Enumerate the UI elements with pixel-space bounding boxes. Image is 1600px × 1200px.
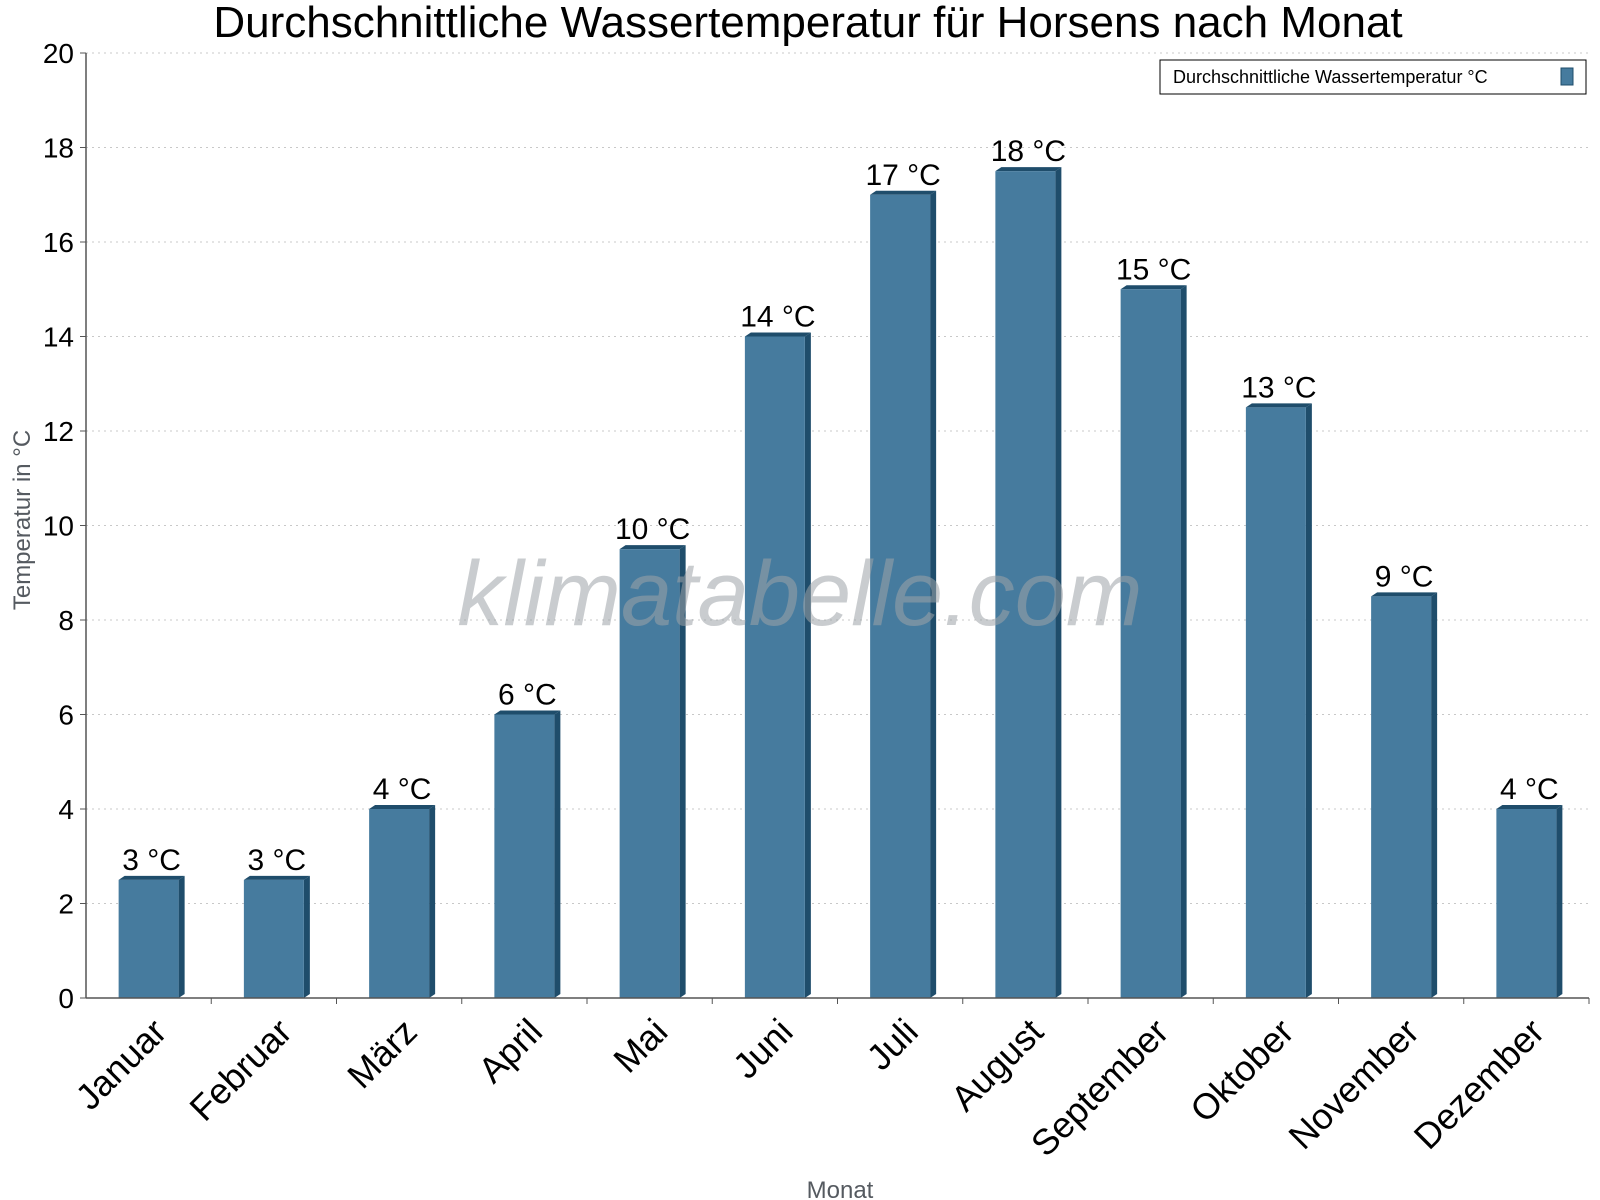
bar-top bbox=[118, 875, 185, 880]
bar-top bbox=[744, 332, 811, 337]
y-tick-label: 16 bbox=[43, 227, 74, 258]
bar bbox=[243, 875, 310, 998]
bar bbox=[744, 332, 811, 998]
legend: Durchschnittliche Wassertemperatur °C bbox=[1159, 59, 1587, 95]
data-label: 13 °C bbox=[1241, 371, 1316, 404]
chart-title: Durchschnittliche Wassertemperatur für H… bbox=[213, 0, 1402, 47]
data-label: 17 °C bbox=[865, 159, 940, 192]
bar-front bbox=[1245, 407, 1306, 998]
data-label: 6 °C bbox=[498, 679, 557, 712]
bar bbox=[494, 710, 561, 998]
bar-front bbox=[243, 879, 304, 998]
bar-top bbox=[494, 710, 561, 715]
bar-side bbox=[178, 875, 185, 998]
bar-front bbox=[1496, 809, 1557, 998]
y-tick-label: 6 bbox=[58, 700, 74, 731]
data-label: 4 °C bbox=[373, 773, 432, 806]
bar-front bbox=[494, 714, 555, 998]
bar-side bbox=[1180, 285, 1187, 998]
y-tick-label: 20 bbox=[43, 38, 74, 69]
y-tick-label: 0 bbox=[58, 983, 74, 1014]
bar bbox=[870, 190, 937, 998]
bar-top bbox=[1496, 805, 1563, 809]
bar-top bbox=[995, 167, 1062, 172]
bar bbox=[118, 875, 185, 998]
gridlines bbox=[86, 52, 1589, 904]
y-tick-label: 18 bbox=[43, 133, 74, 164]
data-label: 3 °C bbox=[122, 844, 181, 877]
axes bbox=[80, 52, 1590, 1004]
bar bbox=[619, 545, 686, 998]
data-label: 18 °C bbox=[991, 135, 1066, 168]
data-labels: 3 °C 3 °C 4 °C 6 °C 10 °C 14 °C 17 °C 18 °C 15 °… bbox=[122, 135, 1558, 877]
data-label: 10 °C bbox=[615, 513, 690, 546]
data-label: 3 °C bbox=[248, 844, 307, 877]
bar-top bbox=[870, 190, 937, 195]
y-tick-label: 2 bbox=[58, 889, 74, 920]
bar-side bbox=[1055, 167, 1062, 998]
legend-box bbox=[1159, 59, 1587, 95]
y-tick-label: 10 bbox=[43, 511, 74, 542]
data-label: 14 °C bbox=[740, 301, 815, 334]
bar-front bbox=[744, 336, 805, 998]
bar-top bbox=[619, 545, 686, 550]
bar-side bbox=[303, 875, 310, 998]
bar-side bbox=[930, 190, 937, 998]
bar bbox=[1120, 285, 1187, 998]
bar-front bbox=[619, 549, 680, 998]
bar bbox=[995, 167, 1062, 998]
bar-front bbox=[369, 809, 430, 998]
bar-side bbox=[1305, 403, 1312, 998]
legend-label: Durchschnittliche Wassertemperatur °C bbox=[1173, 67, 1488, 87]
bar-front bbox=[870, 194, 931, 998]
bar bbox=[369, 805, 436, 998]
bar-top bbox=[1245, 403, 1312, 408]
bar bbox=[1245, 403, 1312, 998]
bar-side bbox=[1556, 805, 1563, 998]
data-label: 4 °C bbox=[1500, 773, 1559, 806]
bar-side bbox=[1431, 592, 1438, 998]
y-tick-label: 12 bbox=[43, 416, 74, 447]
y-tick-label: 14 bbox=[43, 322, 74, 353]
x-axis-label: Monat bbox=[807, 1177, 874, 1200]
bar-top bbox=[369, 805, 436, 809]
bars bbox=[118, 167, 1563, 998]
bar-top bbox=[243, 875, 310, 880]
bar bbox=[1496, 805, 1563, 998]
y-tick-label: 8 bbox=[58, 605, 74, 636]
bar bbox=[1371, 592, 1438, 998]
bar-top bbox=[1120, 285, 1187, 290]
legend-swatch bbox=[1560, 67, 1574, 86]
bar-side bbox=[679, 545, 686, 998]
y-tick-labels: 0 2 4 6 8 10 12 14 16 18 20 bbox=[43, 38, 74, 1014]
watermark: klimatabelle.com bbox=[457, 543, 1142, 645]
bar-front bbox=[1120, 289, 1181, 998]
bar-side bbox=[554, 710, 561, 998]
bar-front bbox=[118, 879, 179, 998]
y-tick-label: 4 bbox=[58, 794, 74, 825]
bar-top bbox=[1371, 592, 1438, 597]
bar-front bbox=[995, 171, 1056, 998]
data-label: 9 °C bbox=[1375, 560, 1434, 593]
y-axis-label: Temperatur in °C bbox=[9, 430, 36, 610]
bar-front bbox=[1371, 596, 1432, 998]
bar-side bbox=[429, 805, 436, 998]
data-label: 15 °C bbox=[1116, 253, 1191, 286]
bar-side bbox=[804, 332, 811, 998]
